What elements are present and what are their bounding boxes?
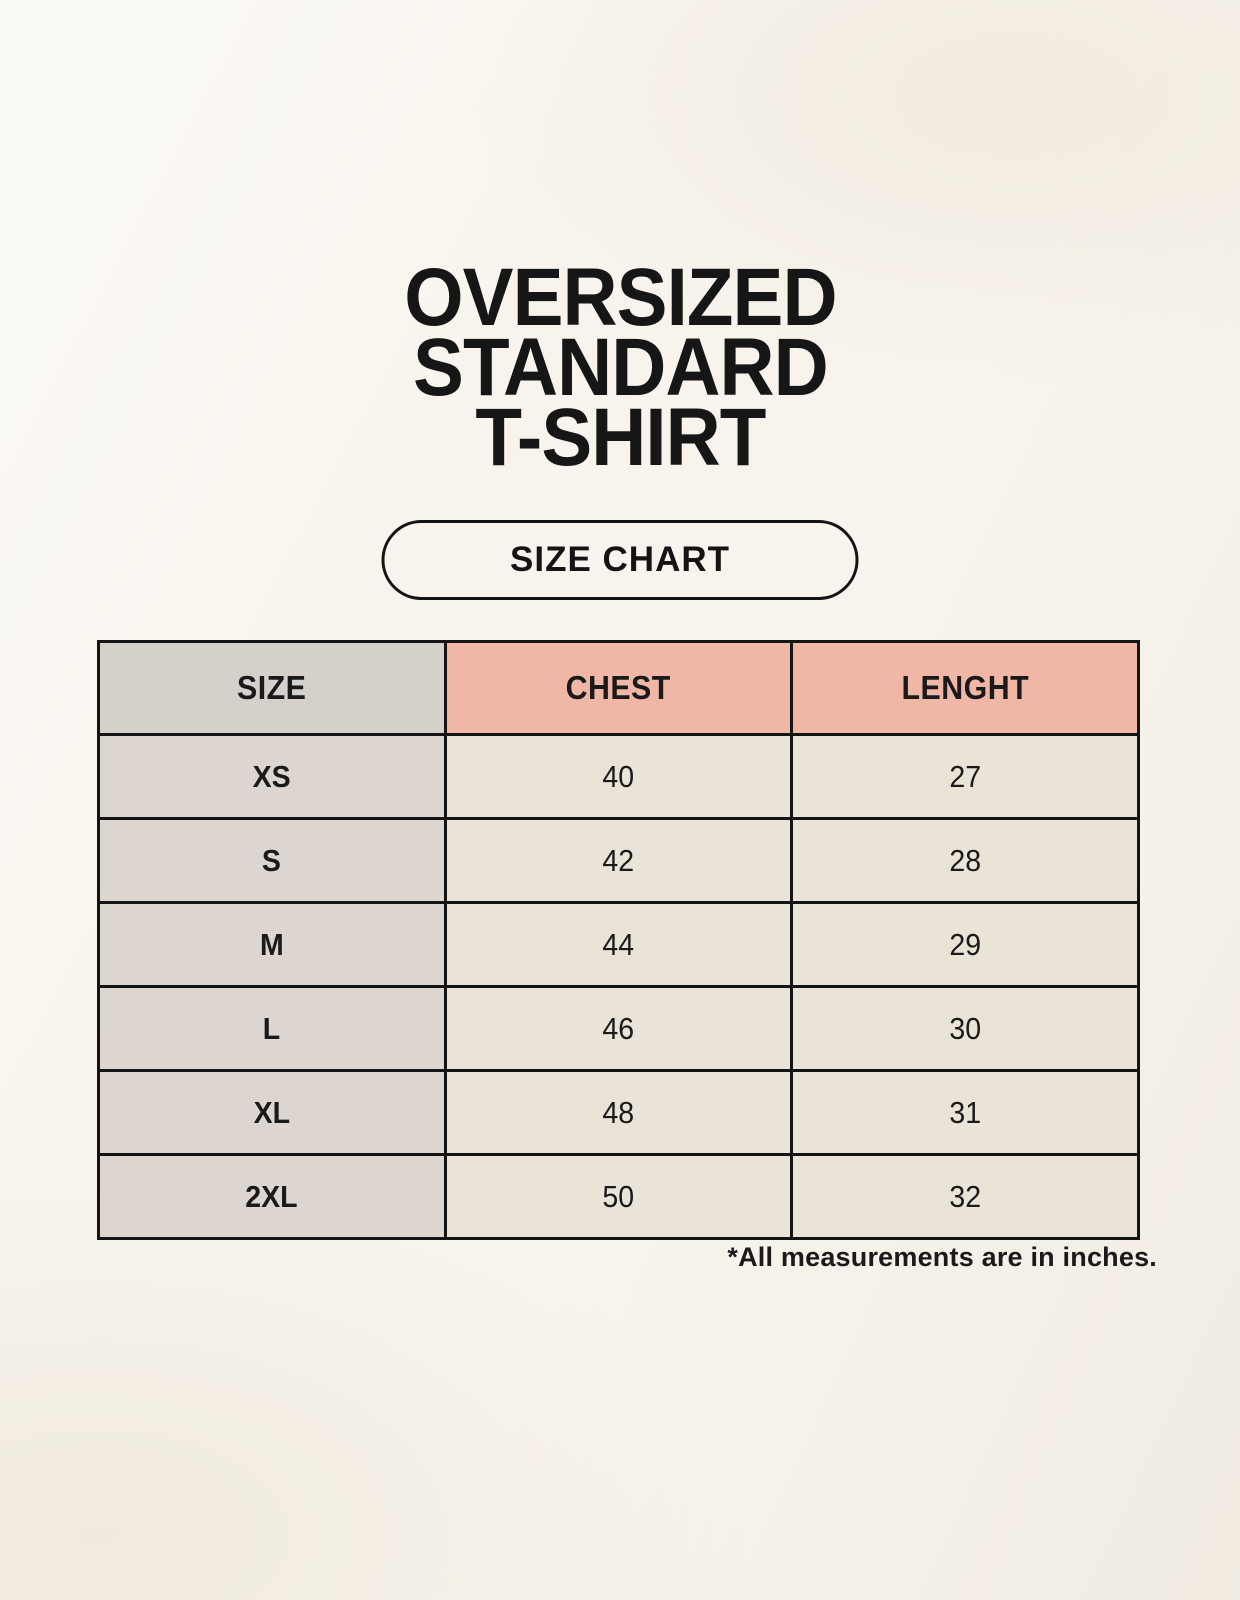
table-row-m: M 44 29 (97, 901, 1140, 988)
size-chart-table: SIZE CHEST LENGHT XS 40 27 S 42 28 M 44 … (97, 640, 1140, 1240)
row-label-cell: S (97, 817, 447, 904)
title-line-1: OVERSIZED (403, 252, 837, 343)
table-row-xs: XS 40 27 (97, 733, 1140, 820)
row-label-cell: XL (97, 1069, 447, 1156)
chest-value-cell: 46 (443, 985, 794, 1072)
column-header-lenght: LENGHT (790, 640, 1140, 736)
table-header-row: SIZE CHEST LENGHT (97, 640, 1140, 736)
lenght-value-cell: 32 (790, 1153, 1140, 1240)
chest-value-cell: 48 (443, 1069, 794, 1156)
title-line-3: T-SHIRT (474, 392, 766, 483)
lenght-value-cell: 27 (790, 733, 1140, 820)
measurements-footnote: *All measurements are in inches. (727, 1242, 1157, 1272)
lenght-value-cell: 30 (790, 985, 1140, 1072)
chest-value-cell: 42 (443, 817, 794, 904)
lenght-value-cell: 29 (790, 901, 1140, 988)
table-row-2xl: 2XL 50 32 (97, 1153, 1140, 1240)
row-label-cell: 2XL (97, 1153, 447, 1240)
page-title: OVERSIZED STANDARD T-SHIRT (0, 252, 1240, 483)
chest-value-cell: 50 (443, 1153, 794, 1240)
title-line-2: STANDARD (412, 322, 829, 413)
table-row-l: L 46 30 (97, 985, 1140, 1072)
lenght-value-cell: 28 (790, 817, 1140, 904)
size-chart-badge-label: SIZE CHART (510, 540, 730, 579)
chest-value-cell: 44 (443, 901, 794, 988)
row-label-cell: M (97, 901, 447, 988)
column-header-chest: CHEST (443, 640, 794, 736)
lenght-value-cell: 31 (790, 1069, 1140, 1156)
table-row-s: S 42 28 (97, 817, 1140, 904)
row-label-cell: L (97, 985, 447, 1072)
table-row-xl: XL 48 31 (97, 1069, 1140, 1156)
size-chart-badge: SIZE CHART (381, 520, 859, 600)
chest-value-cell: 40 (443, 733, 794, 820)
row-label-cell: XS (97, 733, 447, 820)
column-header-size: SIZE (97, 640, 447, 736)
